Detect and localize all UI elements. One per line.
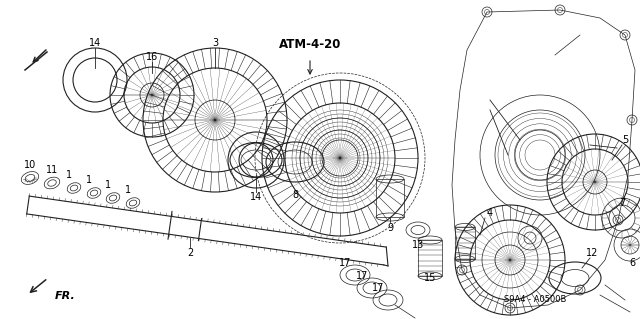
- Text: 4: 4: [487, 208, 493, 218]
- Text: 7: 7: [619, 198, 625, 208]
- Text: 14: 14: [89, 38, 101, 48]
- Text: 6: 6: [629, 258, 635, 268]
- Text: 17: 17: [372, 283, 384, 293]
- Text: 10: 10: [24, 160, 36, 170]
- Bar: [418, 240, 442, 276]
- Text: 12: 12: [586, 248, 598, 258]
- Text: 11: 11: [46, 165, 58, 175]
- Text: 1: 1: [86, 175, 92, 185]
- Text: 2: 2: [187, 248, 193, 258]
- Text: 14: 14: [250, 192, 262, 202]
- Text: ATM-4-20: ATM-4-20: [279, 39, 341, 51]
- Text: 5: 5: [622, 135, 628, 145]
- Text: 8: 8: [292, 190, 298, 200]
- Bar: [455, 227, 475, 259]
- Text: 1: 1: [66, 170, 72, 180]
- Text: 13: 13: [412, 240, 424, 250]
- Text: 9: 9: [387, 223, 393, 233]
- Text: 15: 15: [424, 273, 436, 283]
- Text: 17: 17: [339, 258, 351, 268]
- Text: 17: 17: [356, 271, 368, 281]
- Bar: [376, 179, 404, 217]
- Text: 16: 16: [146, 52, 158, 62]
- Text: 3: 3: [212, 38, 218, 48]
- Text: FR.: FR.: [55, 291, 76, 301]
- Text: 1: 1: [125, 185, 131, 195]
- Text: S9A4 - A0500B: S9A4 - A0500B: [504, 295, 566, 305]
- Text: 1: 1: [105, 180, 111, 190]
